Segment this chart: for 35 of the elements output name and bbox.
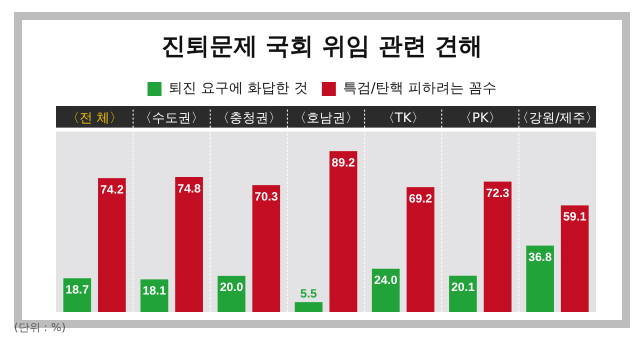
- data-label: 18.7: [66, 282, 90, 297]
- x-tick-label: 〈수도권〉: [139, 111, 204, 126]
- bar: [526, 246, 554, 312]
- legend-label: 특검/탄핵 피하려는 꼼수: [342, 80, 496, 97]
- x-tick-label: 〈충청권〉: [216, 111, 282, 126]
- data-label: 69.2: [408, 191, 432, 206]
- data-label: 74.8: [177, 181, 202, 196]
- x-tick-label: 〈PK〉: [459, 111, 502, 126]
- data-label: 18.1: [142, 284, 166, 298]
- bar: [372, 268, 400, 312]
- bar: [294, 302, 323, 312]
- data-label: 72.3: [486, 186, 510, 200]
- bar: [406, 187, 434, 312]
- bar: [98, 178, 126, 312]
- x-tick-label: 〈TK〉: [382, 111, 424, 126]
- x-tick-label: 〈강원/제주〉: [516, 111, 599, 126]
- bar: [252, 185, 280, 312]
- x-tick-label: 〈호남권〉: [294, 111, 358, 126]
- data-label: 20.0: [220, 280, 244, 294]
- data-label: 89.2: [332, 155, 356, 170]
- bar: [484, 182, 512, 312]
- data-label: 20.1: [451, 280, 475, 294]
- data-label: 24.0: [374, 273, 398, 288]
- data-label: 59.1: [563, 210, 587, 224]
- bar: [175, 177, 203, 312]
- bar: [449, 276, 477, 312]
- data-label: 36.8: [528, 250, 552, 264]
- x-tick-label: 〈전 체〉: [66, 111, 123, 126]
- data-label: 74.2: [100, 182, 124, 196]
- data-label: 70.3: [254, 189, 278, 204]
- legend-label: 퇴진 요구에 화답한 것: [168, 80, 308, 97]
- chart-title: 진퇴문제 국회 위임 관련 견해: [160, 31, 484, 62]
- data-label: 5.5: [300, 286, 318, 300]
- bar: [560, 205, 589, 312]
- bar: [329, 151, 358, 312]
